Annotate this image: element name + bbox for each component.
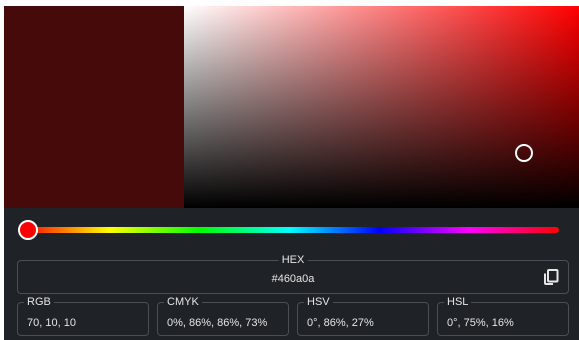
cmyk-label: CMYK <box>164 296 202 308</box>
hex-field[interactable]: HEX #460a0a <box>17 254 569 294</box>
rgb-field[interactable]: RGB 70, 10, 10 <box>17 296 149 336</box>
hsl-field[interactable]: HSL 0°, 75%, 16% <box>437 296 569 336</box>
hsv-field[interactable]: HSV 0°, 86%, 27% <box>297 296 429 336</box>
hex-value[interactable]: #460a0a <box>271 273 315 285</box>
copy-icon[interactable] <box>541 267 561 287</box>
color-preview-swatch <box>4 6 184 208</box>
hex-label: HEX <box>278 254 308 266</box>
color-picker: HEX #460a0a RGB 70, 10, 10 CMYK 0%, 86%,… <box>4 6 579 340</box>
hsv-label: HSV <box>304 296 333 308</box>
rgb-value[interactable]: 70, 10, 10 <box>27 317 76 329</box>
cmyk-value[interactable]: 0%, 86%, 86%, 73% <box>167 317 268 329</box>
saturation-value-area[interactable] <box>184 6 579 208</box>
hsl-value[interactable]: 0°, 75%, 16% <box>447 317 514 329</box>
cmyk-field[interactable]: CMYK 0%, 86%, 86%, 73% <box>157 296 289 336</box>
hue-slider[interactable] <box>20 227 559 233</box>
hue-slider-thumb[interactable] <box>18 220 38 240</box>
rgb-label: RGB <box>24 296 54 308</box>
saturation-value-handle[interactable] <box>514 144 533 163</box>
hsv-value[interactable]: 0°, 86%, 27% <box>307 317 374 329</box>
hsl-label: HSL <box>444 296 472 308</box>
